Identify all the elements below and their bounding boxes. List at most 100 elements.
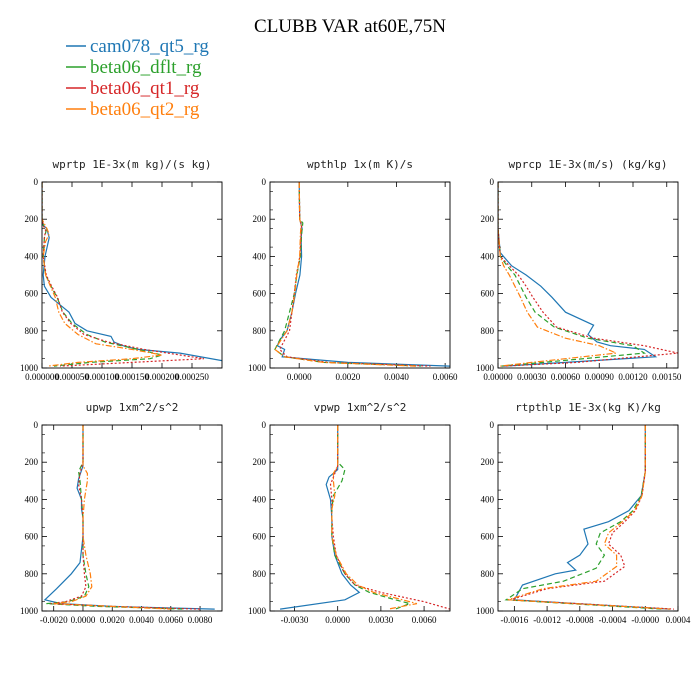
plot-frame (269, 424, 451, 612)
series-line (498, 182, 619, 367)
chart-panel: wprcp 1E-3x(m/s) (kg/kg) 0 200 400 600 800 100… (476, 158, 682, 382)
x-tick-label: 0.00150 (652, 372, 682, 382)
series-line (498, 182, 647, 367)
x-tick-label: 0.000200 (145, 372, 179, 382)
series-line (42, 182, 222, 362)
series-line (504, 425, 662, 610)
y-tick-label: 400 (25, 251, 39, 261)
series-line (498, 182, 678, 367)
y-tick-label: 600 (25, 289, 39, 299)
series-line (513, 425, 670, 610)
series-line (280, 425, 361, 610)
x-tick-label: -0.0004 (599, 615, 627, 625)
series-line (42, 182, 165, 367)
y-tick-label: 800 (481, 569, 495, 579)
y-tick-label: 0 (262, 177, 267, 187)
x-tick-label: 0.00090 (585, 372, 615, 382)
y-tick-label: 600 (481, 289, 495, 299)
series-line (278, 182, 431, 367)
y-tick-label: 400 (253, 494, 267, 504)
y-tick-label: 1000 (476, 363, 495, 373)
y-tick-label: 200 (253, 457, 267, 467)
y-tick-label: 800 (25, 569, 39, 579)
x-tick-label: 0.0030 (369, 615, 394, 625)
x-tick-label: 0.0000 (71, 615, 96, 625)
y-tick-label: 1000 (248, 363, 267, 373)
x-tick-label: 0.000250 (175, 372, 209, 382)
x-tick-label: -0.0020 (40, 615, 68, 625)
series-line (42, 182, 205, 367)
series-line (46, 425, 186, 610)
y-tick-label: 800 (253, 569, 267, 579)
y-tick-label: 400 (481, 251, 495, 261)
y-tick-label: 600 (481, 532, 495, 542)
y-tick-label: 600 (253, 289, 267, 299)
plot-frame (497, 181, 679, 369)
y-tick-label: 200 (253, 214, 267, 224)
chart-panel: wprtp 1E-3x(m kg)/(s kg) 0 200 400 600 800 100… (20, 158, 223, 382)
series-line (507, 425, 670, 610)
y-tick-label: 1000 (476, 606, 495, 616)
series-line (274, 182, 416, 367)
series-line (50, 425, 201, 610)
legend-label: beta06_qt2_rg (90, 99, 200, 120)
legend-label: beta06_qt1_rg (90, 78, 200, 99)
x-tick-label: 0.0040 (129, 615, 154, 625)
series-line (498, 182, 658, 367)
plot-frame (41, 424, 223, 612)
x-tick-label: 0.000100 (85, 372, 119, 382)
x-tick-label: 0.0040 (384, 372, 409, 382)
x-tick-label: -0.0030 (281, 615, 309, 625)
series-line (510, 425, 674, 610)
y-tick-label: 1000 (248, 606, 267, 616)
panel-title: wpthlp 1x(m K)/s (307, 158, 413, 171)
figure-title: CLUBB VAR at60E,75N (254, 16, 446, 37)
x-tick-label: 0.0000 (287, 372, 312, 382)
y-tick-label: 200 (481, 214, 495, 224)
y-tick-label: 800 (481, 326, 495, 336)
x-tick-label: 0.000150 (115, 372, 149, 382)
y-tick-label: 200 (481, 457, 495, 467)
y-tick-label: 0 (262, 420, 267, 430)
chart-panel: vpwp 1xm^2/s^2 0 200 400 600 800 1000 -0.0030 0.… (248, 401, 451, 625)
x-tick-label: 0.0020 (335, 372, 360, 382)
panel-title: upwp 1xm^2/s^2 (86, 401, 179, 414)
y-tick-label: 400 (25, 494, 39, 504)
y-tick-label: 0 (34, 420, 39, 430)
series-line (331, 425, 418, 610)
legend: cam078_qt5_rgbeta06_dflt_rgbeta06_qt1_rg… (66, 36, 209, 120)
panel-title: wprtp 1E-3x(m kg)/(s kg) (53, 158, 212, 171)
chart-panel: wpthlp 1x(m K)/s 0 200 400 600 800 1000 0.0000 0… (248, 158, 458, 382)
series-line (331, 425, 412, 610)
y-tick-label: 0 (490, 420, 495, 430)
y-tick-label: 0 (490, 177, 495, 187)
x-tick-label: 0.000000 (25, 372, 59, 382)
y-tick-label: 200 (25, 457, 39, 467)
y-tick-label: 800 (253, 326, 267, 336)
chart-panel: rtpthlp 1E-3x(kg K)/kg02004006008001000-… (476, 401, 691, 625)
x-tick-label: -0.0000 (631, 615, 659, 625)
x-tick-label: 0.0060 (412, 615, 437, 625)
panel-title: rtpthlp 1E-3x(kg K)/kg (515, 401, 661, 414)
y-tick-label: 400 (481, 494, 495, 504)
y-tick-label: 200 (25, 214, 39, 224)
series-line (276, 182, 450, 367)
x-tick-label: 0.0020 (100, 615, 125, 625)
series-line (53, 425, 171, 610)
x-tick-label: 0.0060 (158, 615, 183, 625)
x-tick-label: 0.00060 (551, 372, 581, 382)
x-tick-label: -0.0016 (500, 615, 528, 625)
y-tick-label: 400 (253, 251, 267, 261)
x-tick-label: -0.0008 (566, 615, 594, 625)
x-tick-label: 0.00120 (618, 372, 648, 382)
x-tick-label: -0.0012 (533, 615, 561, 625)
y-tick-label: 1000 (20, 606, 39, 616)
x-tick-label: 0.0004 (666, 615, 691, 625)
y-tick-label: 600 (25, 532, 39, 542)
plot-frame (497, 424, 679, 612)
y-tick-label: 0 (34, 177, 39, 187)
y-tick-label: 600 (253, 532, 267, 542)
panel-title: wprcp 1E-3x(m/s) (kg/kg) (509, 158, 668, 171)
